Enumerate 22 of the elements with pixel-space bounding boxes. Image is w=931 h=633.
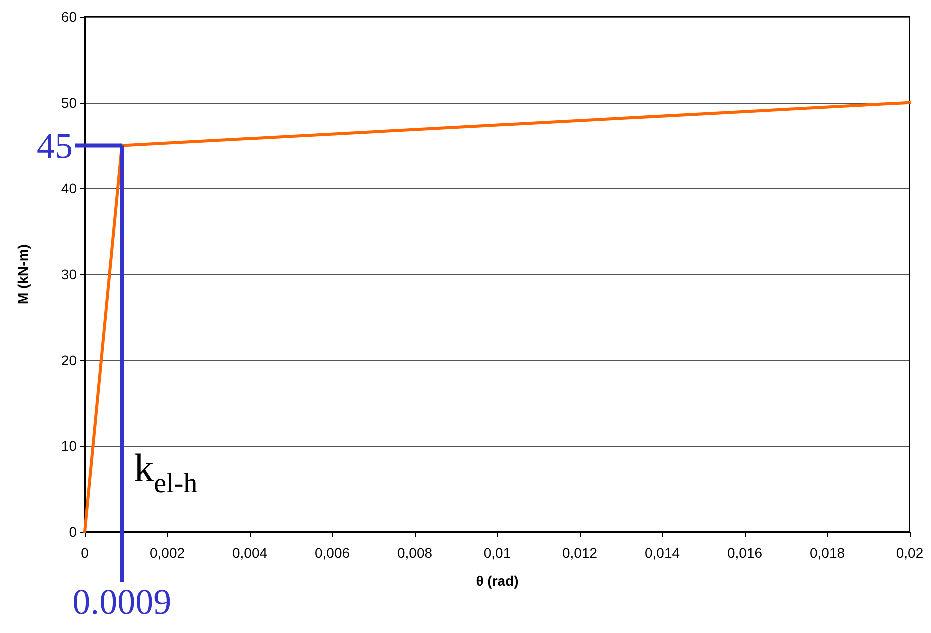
y-tick-label: 10 [61,438,78,454]
ref-line-label: 45 [37,126,73,166]
x-tick-label: 0,016 [727,545,763,561]
y-axis-title: M (kN-m) [15,244,31,304]
x-tick-label: 0,01 [484,545,512,561]
x-tick-label: 0,004 [232,545,268,561]
y-tick-label: 30 [61,266,78,282]
x-tick-label: 0,018 [810,545,846,561]
x-tick-label: 0,002 [150,545,186,561]
y-tick-label: 0 [69,524,78,540]
x-tick-label: 0,006 [314,545,350,561]
ref-line-label: 0.0009 [72,582,172,622]
y-tick-label: 50 [61,94,78,111]
x-tick-label: 0,012 [562,545,598,561]
y-tick-label: 60 [61,9,78,25]
x-tick-label: 0,02 [896,545,924,561]
x-tick-label: 0,014 [644,545,680,561]
x-tick-label: 0,008 [397,545,433,561]
y-tick-label: 20 [61,352,78,368]
x-axis-title: θ (rad) [476,573,519,589]
y-tick-label: 40 [61,180,78,197]
x-tick-label: 0 [81,545,90,561]
